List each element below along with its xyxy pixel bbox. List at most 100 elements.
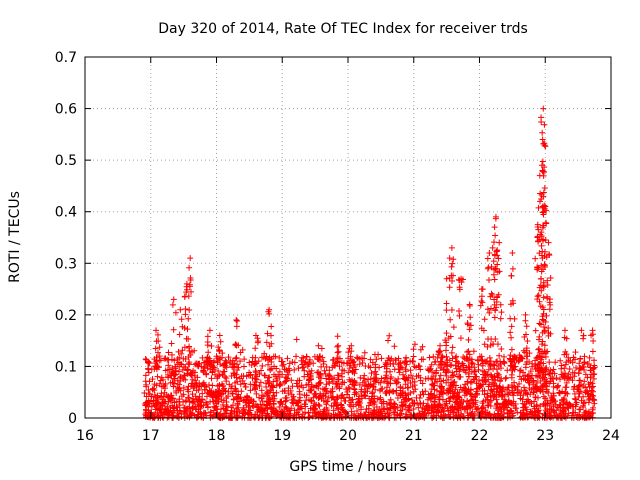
data-point — [584, 374, 591, 381]
data-point — [537, 388, 544, 395]
data-point — [541, 411, 548, 418]
data-point — [235, 404, 242, 411]
data-point — [156, 344, 163, 351]
data-point — [538, 341, 545, 348]
data-point — [453, 382, 460, 389]
data-point — [494, 293, 501, 300]
data-point — [565, 357, 572, 364]
data-point — [239, 346, 246, 353]
data-point — [420, 391, 427, 398]
data-point — [466, 326, 473, 333]
data-point — [373, 356, 380, 363]
data-point — [280, 361, 287, 368]
data-point — [377, 394, 384, 401]
data-point — [291, 366, 298, 373]
data-point — [572, 356, 579, 363]
data-point — [443, 307, 450, 314]
data-point — [334, 405, 341, 412]
data-point — [507, 329, 514, 336]
data-point — [229, 390, 236, 397]
data-point — [542, 395, 549, 402]
data-point — [562, 348, 569, 355]
data-point — [219, 371, 226, 378]
data-point — [224, 403, 231, 410]
data-point — [590, 337, 597, 344]
data-point — [216, 372, 223, 379]
data-point — [578, 327, 585, 334]
data-point — [509, 265, 516, 272]
data-point — [523, 389, 530, 396]
y-tick-label: 0.5 — [55, 153, 77, 169]
data-point — [435, 361, 442, 368]
data-point — [529, 363, 536, 370]
data-point — [501, 402, 508, 409]
data-point — [370, 384, 377, 391]
data-point — [305, 381, 312, 388]
data-point — [452, 386, 459, 393]
data-point — [551, 370, 558, 377]
data-point — [170, 375, 177, 382]
data-point — [536, 360, 543, 367]
data-point — [555, 389, 562, 396]
data-point — [151, 391, 158, 398]
data-point — [481, 358, 488, 365]
data-point — [176, 381, 183, 388]
data-point — [544, 405, 551, 412]
data-point — [209, 392, 216, 399]
data-point — [478, 356, 485, 363]
data-point — [302, 401, 309, 408]
data-point — [402, 366, 409, 373]
data-point — [494, 370, 501, 377]
data-point — [206, 387, 213, 394]
data-point — [447, 333, 454, 340]
data-point — [550, 383, 557, 390]
data-point — [538, 252, 545, 259]
data-point — [284, 355, 291, 362]
data-point — [534, 221, 541, 228]
data-point — [180, 391, 187, 398]
data-point — [591, 371, 598, 378]
data-point — [339, 379, 346, 386]
data-point — [446, 284, 453, 291]
data-point — [586, 354, 593, 361]
data-point — [240, 410, 247, 417]
data-point — [420, 414, 427, 421]
data-point — [288, 405, 295, 412]
data-point — [526, 385, 533, 392]
data-point — [449, 379, 456, 386]
data-point — [257, 379, 264, 386]
data-point — [459, 360, 466, 367]
data-point — [483, 414, 490, 421]
data-point — [341, 367, 348, 374]
data-point — [376, 411, 383, 418]
data-point — [540, 317, 547, 324]
data-point — [315, 342, 322, 349]
data-point — [215, 373, 222, 380]
data-point — [402, 355, 409, 362]
data-point — [352, 366, 359, 373]
data-point — [479, 376, 486, 383]
data-point — [306, 376, 313, 383]
data-point — [431, 386, 438, 393]
data-point — [448, 263, 455, 270]
data-point — [387, 396, 394, 403]
data-point — [418, 356, 425, 363]
data-point — [290, 400, 297, 407]
data-point — [557, 357, 564, 364]
data-point — [231, 408, 238, 415]
data-point — [368, 370, 375, 377]
data-point — [318, 345, 325, 352]
data-point — [465, 363, 472, 370]
data-point — [483, 378, 490, 385]
data-point — [472, 391, 479, 398]
data-point — [258, 395, 265, 402]
data-point — [565, 410, 572, 417]
data-point — [178, 316, 185, 323]
data-point — [184, 386, 191, 393]
data-point — [244, 393, 251, 400]
data-point — [504, 367, 511, 374]
data-point — [508, 382, 515, 389]
data-point — [482, 377, 489, 384]
data-point — [235, 364, 242, 371]
